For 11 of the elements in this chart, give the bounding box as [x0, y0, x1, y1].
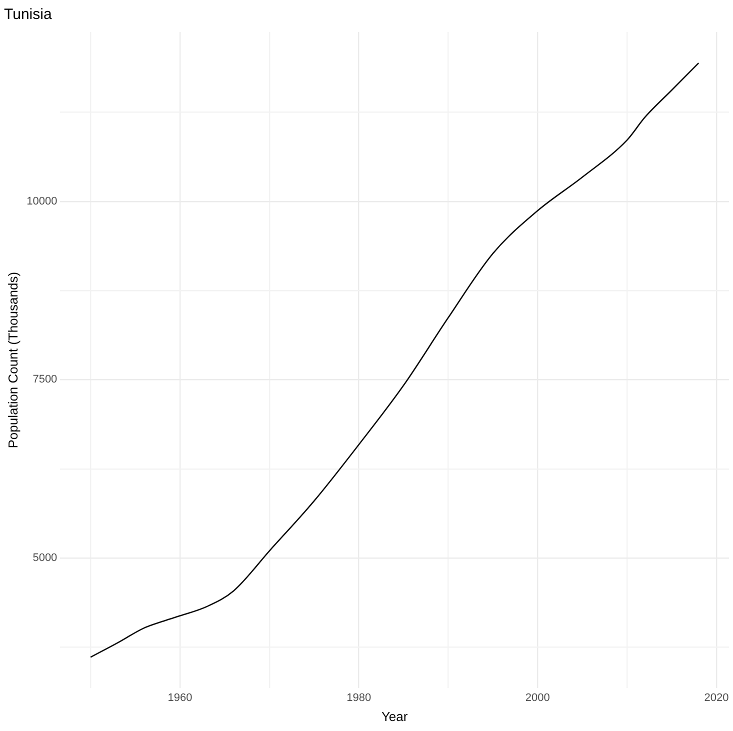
chart-title: Tunisia — [4, 6, 52, 24]
y-tick-label: 10000 — [26, 195, 58, 208]
x-tick-label: 1960 — [168, 692, 192, 704]
line-series — [90, 62, 700, 658]
y-tick-label: 7500 — [32, 374, 58, 386]
x-tick-label: 2000 — [525, 692, 550, 704]
y-axis-title: Population Count (Thousands) — [5, 272, 20, 448]
x-tick-label: 1980 — [346, 692, 372, 704]
y-tick-label: 5000 — [32, 552, 58, 564]
x-tick-label: 2020 — [704, 692, 729, 704]
x-axis-title: Year — [381, 708, 408, 724]
